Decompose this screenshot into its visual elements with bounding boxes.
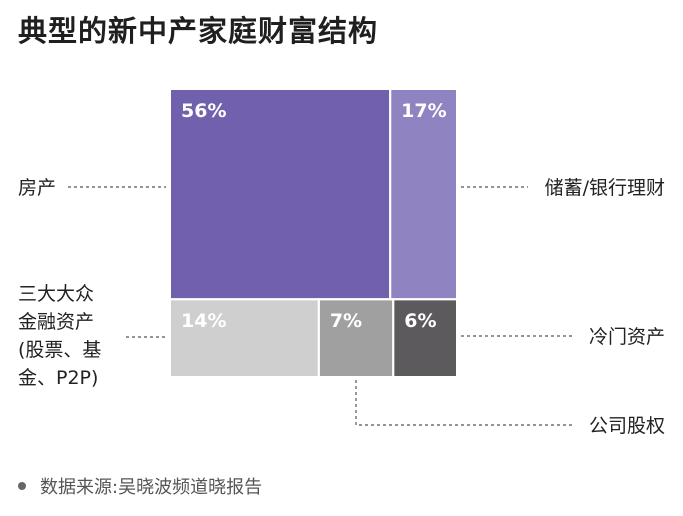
chart-title: 典型的新中产家庭财富结构	[18, 14, 379, 48]
segment-value-label-4: 7%	[330, 310, 362, 332]
segment-value-label-1: 56%	[181, 100, 226, 122]
treemap-block-4	[318, 299, 394, 377]
bullet-icon	[18, 482, 26, 490]
category-label-3-line-2: 金融资产	[18, 311, 94, 333]
category-label-3-line-3: (股票、基	[18, 339, 101, 361]
category-label-2: 储蓄/银行理财	[545, 177, 665, 199]
source-text: 数据来源:吴晓波频道晓报告	[40, 477, 263, 498]
segment-value-label-2: 17%	[401, 100, 446, 122]
segment-value-label-3: 14%	[181, 310, 226, 332]
segment-value-label-5: 6%	[404, 310, 436, 332]
category-label-5: 公司股权	[589, 415, 665, 437]
source-note: 数据来源:吴晓波频道晓报告	[18, 473, 262, 499]
category-label-1: 房产	[18, 177, 56, 199]
treemap-block-2	[390, 89, 457, 300]
leader-line-5	[355, 380, 572, 426]
category-label-4: 冷门资产	[589, 326, 665, 348]
category-label-3-line-1: 三大大众	[18, 283, 94, 305]
category-label-3-line-4: 金、P2P)	[18, 367, 98, 389]
treemap-block-3	[170, 299, 319, 377]
treemap-block-5	[393, 299, 457, 377]
treemap-block-1	[170, 89, 391, 300]
treemap-block-border-5	[392, 298, 459, 378]
